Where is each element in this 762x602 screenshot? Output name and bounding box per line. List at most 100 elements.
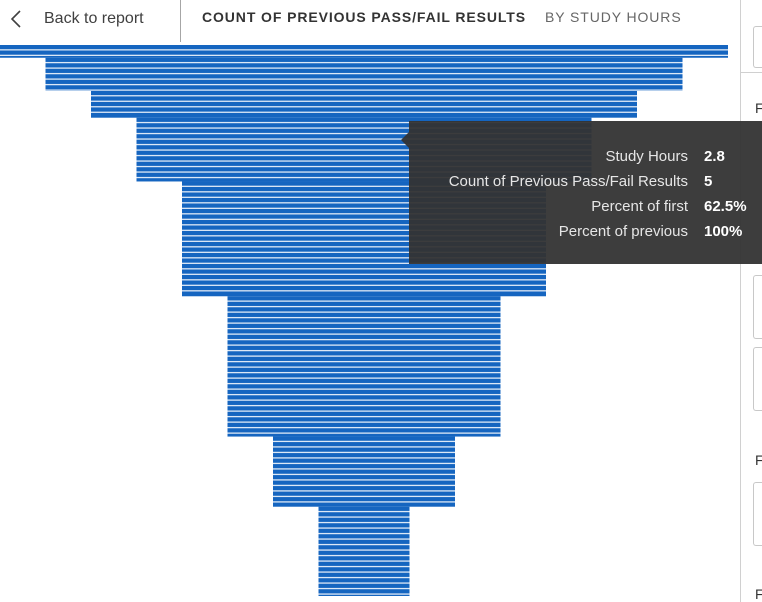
funnel-stripe — [182, 235, 546, 237]
funnel-stripe — [136, 149, 592, 151]
tooltip-key: Percent of previous — [558, 223, 688, 240]
funnel-stripe — [182, 284, 546, 286]
funnel-bar[interactable] — [318, 506, 410, 596]
tooltip-row: Percent of previous 100% — [409, 223, 762, 245]
funnel-stripe — [91, 100, 637, 102]
funnel-stripe — [182, 202, 546, 204]
funnel-stripe — [136, 160, 592, 162]
funnel-stripe — [227, 366, 501, 368]
funnel-stripe — [182, 279, 546, 281]
funnel-stripe — [136, 127, 592, 129]
funnel-bar[interactable] — [273, 436, 455, 507]
funnel-stripe — [45, 61, 683, 64]
funnel-stripe — [273, 473, 455, 476]
tooltip-key: Count of Previous Pass/Fail Results — [448, 173, 688, 190]
funnel-stripe — [182, 257, 546, 259]
funnel-stripe — [273, 484, 455, 487]
pane-card[interactable] — [753, 482, 762, 546]
funnel-stripe — [227, 421, 501, 423]
funnel-stripe — [91, 111, 637, 113]
tooltip-row: Count of Previous Pass/Fail Results 5 — [409, 173, 762, 195]
funnel-stripe — [0, 49, 728, 51]
funnel-stripe — [227, 382, 501, 385]
funnel-stripe — [318, 527, 410, 529]
funnel-bar-fill — [91, 90, 637, 118]
funnel-stripe — [318, 532, 410, 535]
pane-card[interactable] — [753, 26, 762, 68]
funnel-stripe — [227, 311, 501, 313]
tooltip-key: Study Hours — [605, 148, 688, 165]
funnel-bar[interactable] — [0, 45, 728, 58]
funnel-stripe — [182, 251, 546, 253]
funnel-stripe — [182, 240, 546, 242]
funnel-stripe — [91, 95, 637, 97]
funnel-stripe — [45, 72, 683, 75]
funnel-bar[interactable] — [45, 57, 683, 91]
funnel-stripe — [182, 224, 546, 226]
funnel-stripe — [227, 388, 501, 390]
funnel-stripe — [136, 143, 592, 146]
tooltip-value: 62.5% — [704, 198, 747, 215]
funnel-stripe — [182, 268, 546, 270]
funnel-stripe — [227, 410, 501, 412]
funnel-stripe — [273, 440, 455, 443]
funnel-stripe — [227, 322, 501, 324]
focus-header: Back to report COUNT OF PREVIOUS PASS/FA… — [0, 0, 740, 42]
funnel-stripe — [227, 426, 501, 429]
tooltip-key: Percent of first — [591, 198, 688, 215]
funnel-stripe — [318, 543, 410, 546]
funnel-stripe — [273, 479, 455, 481]
funnel-stripe — [45, 78, 683, 80]
funnel-bar-fill — [0, 45, 728, 58]
funnel-stripe — [227, 300, 501, 302]
funnel-stripe — [182, 290, 546, 292]
funnel-chart — [0, 45, 728, 596]
funnel-stripe — [227, 338, 501, 341]
funnel-stripe — [227, 404, 501, 407]
tooltip-value: 100% — [704, 223, 743, 240]
funnel-stripe — [182, 196, 546, 198]
funnel-stripe — [227, 415, 501, 418]
funnel-stripe — [273, 490, 455, 492]
funnel-stripe — [318, 593, 410, 595]
funnel-bar[interactable] — [227, 296, 501, 437]
funnel-stripe — [227, 349, 501, 352]
funnel-stripe — [318, 510, 410, 513]
funnel-stripe — [182, 207, 546, 209]
funnel-stripe — [136, 138, 592, 140]
funnel-stripe — [273, 457, 455, 459]
funnel-bar[interactable] — [91, 90, 637, 118]
tooltip-row: Study Hours 2.8 — [409, 148, 762, 170]
funnel-stripe — [182, 262, 546, 264]
header-divider — [180, 0, 181, 42]
funnel-stripe — [318, 576, 410, 579]
pane-card[interactable] — [753, 347, 762, 411]
funnel-stripe — [318, 549, 410, 551]
funnel-stripe — [136, 154, 592, 157]
funnel-stripe — [318, 516, 410, 518]
pane-card[interactable] — [753, 275, 762, 339]
tooltip-value: 2.8 — [704, 148, 725, 165]
funnel-stripe — [318, 587, 410, 590]
funnel-stripe — [318, 554, 410, 557]
tooltip-arrow — [401, 132, 409, 148]
funnel-svg — [0, 45, 728, 596]
pane-section-letter: F — [755, 452, 762, 468]
pane-rule — [741, 72, 762, 73]
tooltip-value: 5 — [704, 173, 713, 190]
funnel-stripe — [136, 132, 592, 135]
funnel-stripe — [227, 327, 501, 330]
funnel-stripe — [273, 495, 455, 498]
visual-subtitle: BY STUDY HOURS — [545, 9, 682, 25]
funnel-stripe — [227, 360, 501, 363]
funnel-stripe — [227, 316, 501, 319]
funnel-stripe — [136, 176, 592, 179]
back-to-report-button[interactable]: Back to report — [8, 6, 144, 32]
funnel-stripe — [318, 560, 410, 562]
funnel-stripe — [318, 521, 410, 524]
funnel-stripe — [136, 171, 592, 173]
tooltip-row: Percent of first 62.5% — [409, 198, 762, 220]
funnel-stripe — [45, 83, 683, 86]
funnel-bar-fill — [318, 506, 410, 596]
funnel-stripe — [227, 399, 501, 401]
